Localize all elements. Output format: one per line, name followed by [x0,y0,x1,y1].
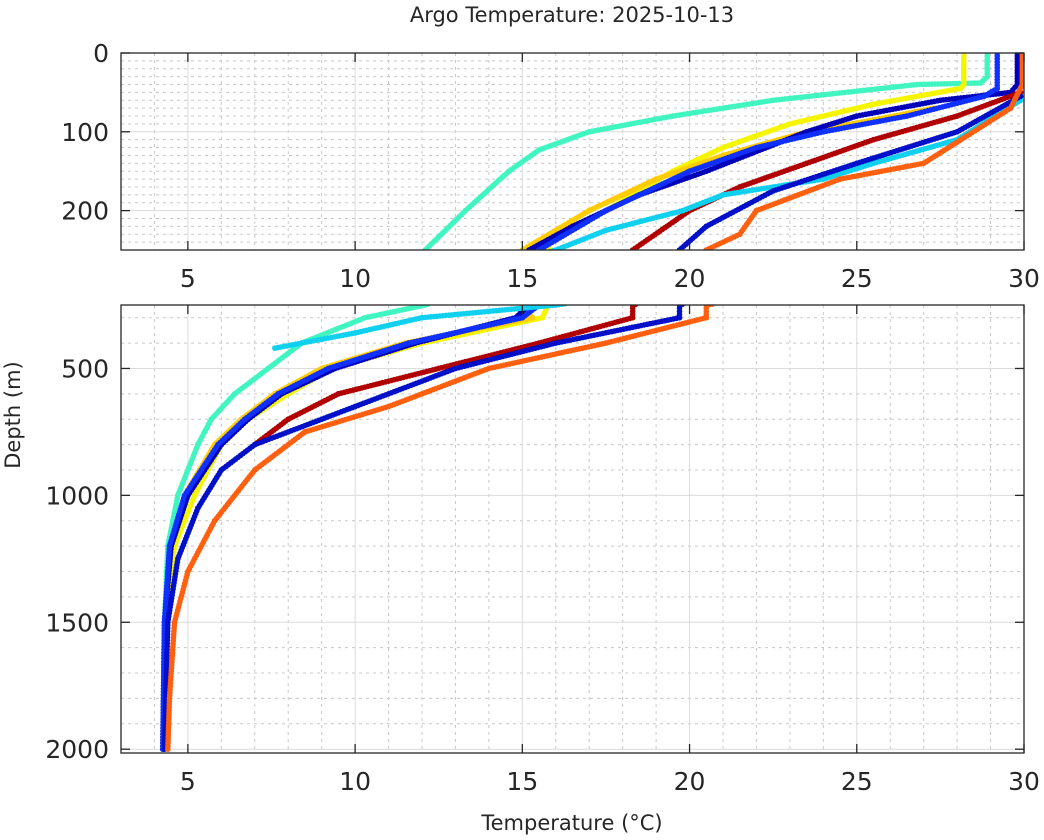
data-point [535,250,541,256]
data-point [550,248,556,250]
series-float-blue [535,53,1001,256]
axes-box [120,304,1025,754]
data-point [630,250,636,256]
data-point [677,250,683,256]
series-float-cyan [272,305,568,351]
x-tick-label: 30 [1008,767,1040,796]
y-tick-label: 200 [61,197,109,226]
x-tick-label: 20 [674,767,706,796]
y-tick-label: 1500 [45,608,109,637]
series-float-blue [160,305,548,752]
data-point [703,247,710,250]
lower-panel: 5 10 15 20 25 30 500 1000 1500 2000 [45,304,1040,796]
x-tick-label: 5 [180,264,196,293]
x-axis-label: Temperature (°C) [480,811,662,835]
y-tick-label: 1000 [45,481,109,510]
x-tick-label: 30 [1008,264,1040,293]
data-point [418,250,424,256]
y-axis-label: Depth (m) [1,361,25,468]
upper-panel: 5 10 15 20 25 30 0 100 200 [61,39,1040,293]
axes-box [120,52,1025,251]
data-point [272,345,278,351]
data-point [526,247,532,250]
y-tick-label: 500 [61,354,109,383]
y-tick-label: 100 [61,118,109,147]
series-float-aquamarine [418,53,991,256]
x-tick-label: 10 [339,767,371,796]
data-point [676,247,683,250]
data-point [536,247,542,250]
x-tick-label: 15 [506,264,538,293]
data-point [165,746,171,752]
series-float-darkred [251,305,639,448]
data-point [629,247,636,250]
x-tick-label: 25 [841,264,873,293]
series-float-cyan [541,97,1024,257]
y-tick-label: 0 [93,39,109,68]
data-point [541,251,547,257]
x-tick-label: 25 [841,767,873,796]
series-float-orange [165,305,716,752]
chart-title: Argo Temperature: 2025-10-13 [410,3,734,27]
series-float-orange [703,53,1024,256]
series-float-navy [525,53,1021,256]
data-point [545,251,551,257]
series-float-navy-2 [676,93,1024,256]
data-point [703,250,709,256]
x-tick-label: 10 [339,264,371,293]
series-float-navy-2 [161,305,686,752]
x-tick-label: 5 [180,767,196,796]
data-point [525,250,531,256]
x-tick-label: 20 [674,264,706,293]
data-point [520,250,526,256]
x-tick-label: 15 [506,767,538,796]
series-float-gold [519,105,937,256]
y-tick-label: 2000 [45,735,109,764]
